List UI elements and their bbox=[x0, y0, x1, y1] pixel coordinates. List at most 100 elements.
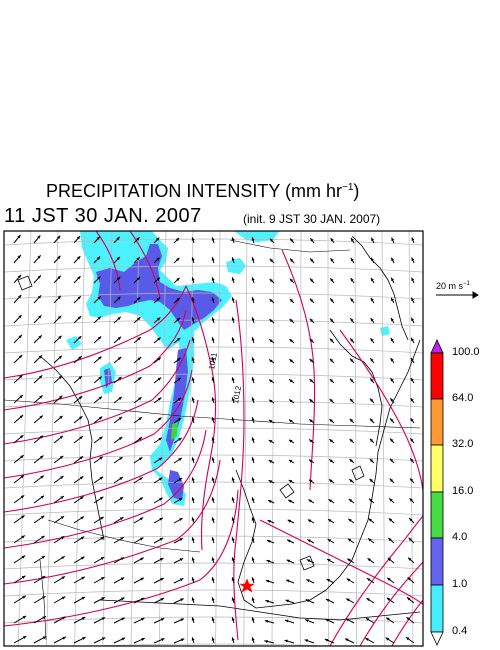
wind-vector bbox=[410, 397, 415, 404]
wind-vector-head bbox=[60, 476, 64, 480]
wind-vector-head bbox=[231, 297, 235, 301]
wind-vector bbox=[231, 397, 235, 404]
wind-vector-head bbox=[370, 297, 374, 302]
wind-vector bbox=[231, 277, 235, 284]
wind-vector bbox=[284, 639, 295, 644]
wind-vector-head bbox=[57, 255, 61, 260]
wind-vector bbox=[390, 297, 395, 304]
wind-vector-head bbox=[349, 378, 354, 382]
wind-vector bbox=[173, 557, 184, 564]
wind-vector-head bbox=[139, 477, 143, 481]
wind-vector bbox=[328, 498, 335, 504]
wind-vector-head bbox=[17, 274, 22, 279]
wind-vector bbox=[251, 477, 255, 484]
wind-vector-head bbox=[251, 237, 255, 241]
wind-vector bbox=[285, 579, 295, 584]
wind-vector-head bbox=[369, 498, 373, 502]
wind-vector bbox=[388, 537, 395, 544]
wind-vector-head bbox=[39, 435, 44, 439]
wind-vector-head bbox=[349, 438, 353, 443]
wind-vector bbox=[173, 598, 184, 604]
wind-vector-head bbox=[308, 479, 313, 483]
grid-parallel bbox=[4, 616, 423, 624]
wind-vector bbox=[231, 637, 235, 644]
wind-vector-head bbox=[329, 459, 333, 463]
wind-vector bbox=[93, 576, 105, 584]
wind-vector-head bbox=[350, 358, 354, 362]
wind-vector bbox=[268, 439, 275, 444]
wind-vector-head bbox=[211, 597, 215, 601]
wind-vector-head bbox=[98, 396, 103, 400]
wind-vector-head bbox=[101, 617, 106, 621]
wind-vector bbox=[191, 317, 195, 324]
wind-vector bbox=[327, 538, 335, 544]
wind-vector bbox=[231, 617, 235, 624]
wind-vector-head bbox=[119, 456, 123, 461]
wind-vector bbox=[287, 499, 295, 504]
wind-vector bbox=[191, 337, 195, 344]
wind-vector bbox=[251, 277, 255, 284]
wind-vector bbox=[33, 595, 46, 604]
wind-vector-head bbox=[389, 498, 393, 502]
wind-vector bbox=[191, 297, 195, 304]
wind-vector-head bbox=[136, 237, 140, 241]
wind-vector bbox=[93, 336, 102, 344]
wind-vector-head bbox=[139, 517, 144, 521]
wind-vector-head bbox=[178, 437, 182, 441]
isobar-1012 bbox=[233, 299, 245, 641]
wind-vector-head bbox=[386, 617, 390, 621]
wind-vector-head bbox=[59, 415, 63, 420]
wind-vector bbox=[13, 474, 25, 484]
wind-vector bbox=[390, 337, 395, 344]
wind-vector bbox=[345, 618, 355, 624]
wind-vector bbox=[328, 458, 335, 464]
wind-vector bbox=[231, 357, 235, 364]
wind-vector bbox=[113, 597, 125, 604]
wind-vector-head bbox=[58, 335, 62, 340]
wind-vector bbox=[53, 295, 62, 304]
wind-vector bbox=[173, 638, 185, 644]
wind-vector bbox=[288, 419, 295, 424]
grid-meridian bbox=[215, 231, 221, 646]
wind-vector-head bbox=[330, 238, 334, 242]
wind-vector-head bbox=[408, 537, 412, 542]
wind-vector bbox=[13, 434, 24, 444]
wind-vector bbox=[153, 617, 165, 624]
wind-vector-head bbox=[158, 477, 163, 481]
wind-vector-head bbox=[289, 318, 293, 323]
wind-vector-head bbox=[211, 237, 215, 241]
wind-vector bbox=[133, 476, 143, 484]
wind-vector-head bbox=[251, 597, 255, 601]
wind-vector bbox=[309, 318, 315, 324]
wind-vector-head bbox=[191, 237, 195, 241]
wind-vector bbox=[113, 637, 126, 644]
isobar-north-2 bbox=[129, 231, 161, 299]
wind-vector-head bbox=[137, 377, 142, 381]
wind-vector-head bbox=[191, 477, 195, 481]
wind-vector-head bbox=[289, 339, 293, 343]
wind-vector-head bbox=[251, 637, 255, 641]
wind-vector bbox=[113, 256, 121, 264]
wind-vector bbox=[251, 357, 255, 364]
wind-vector bbox=[211, 537, 215, 544]
wind-vector bbox=[411, 277, 415, 284]
wind-vector bbox=[251, 337, 255, 344]
wind-vector-head bbox=[177, 377, 181, 381]
colorbar-segment-cyan bbox=[430, 584, 444, 633]
chart-title: PRECIPITATION INTENSITY (mm hr−1) bbox=[46, 181, 359, 202]
wind-vector-head bbox=[211, 477, 215, 481]
wind-vector bbox=[13, 294, 22, 304]
wind-vector bbox=[173, 517, 183, 524]
wind-vector bbox=[269, 318, 275, 324]
wind-vector-head bbox=[116, 236, 120, 241]
wind-vector-head bbox=[251, 557, 255, 561]
wind-vector-head bbox=[18, 314, 22, 319]
wind-vector bbox=[73, 295, 82, 304]
wind-vector bbox=[73, 556, 85, 564]
wind-vector bbox=[73, 455, 84, 464]
wind-vector-head bbox=[289, 298, 294, 303]
wind-vector bbox=[349, 438, 355, 444]
wind-vector bbox=[349, 338, 355, 344]
wind-vector bbox=[33, 535, 45, 544]
wind-vector-head bbox=[38, 335, 42, 339]
